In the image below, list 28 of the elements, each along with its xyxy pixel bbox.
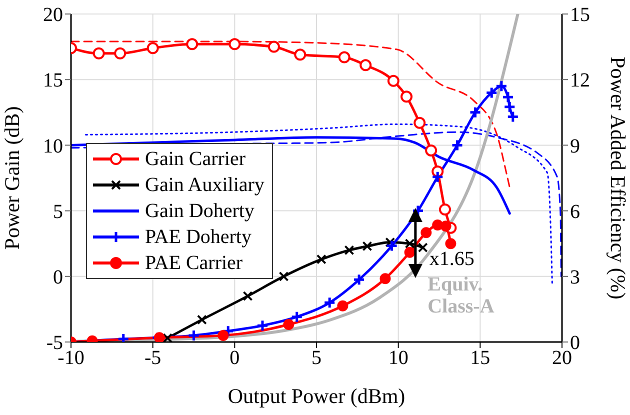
y2-tick-label: 12 xyxy=(570,70,590,92)
legend-label: PAE Carrier xyxy=(145,252,243,274)
legend-label: Gain Doherty xyxy=(145,200,254,222)
x-tick-label: 15 xyxy=(470,347,490,370)
y-tick-label: 20 xyxy=(43,4,63,26)
y2-axis-title: Power Added Efficiency (%) xyxy=(606,56,630,300)
y-tick-label: 0 xyxy=(53,266,63,288)
y2-tick-label: 3 xyxy=(570,266,580,288)
y2-tick-label: 9 xyxy=(570,135,580,158)
legend-label: PAE Doherty xyxy=(145,226,252,248)
x-tick-label: 5 xyxy=(312,347,322,370)
x-tick-label: 0 xyxy=(230,347,240,370)
x-tick-label: 20 xyxy=(552,347,572,370)
x-tick-label: -5 xyxy=(144,347,162,370)
y-tick-label: 5 xyxy=(53,200,63,223)
y-axis-title: Power Gain (dB) xyxy=(0,106,24,250)
legend-label: Gain Auxiliary xyxy=(145,174,264,196)
series-label: Equiv. Class-A xyxy=(428,274,495,318)
y2-tick-label: 15 xyxy=(570,4,590,26)
y2-tick-label: 6 xyxy=(570,200,580,223)
y-tick-label: -5 xyxy=(46,332,63,354)
x-tick-label: 10 xyxy=(388,347,408,370)
y-tick-label: 15 xyxy=(43,70,63,92)
annotation: x1.65 xyxy=(429,248,474,270)
y2-tick-label: 0 xyxy=(570,332,580,354)
y-tick-label: 10 xyxy=(43,135,63,158)
legend-label: Gain Carrier xyxy=(145,148,246,170)
x-axis-title: Output Power (dBm) xyxy=(228,384,406,408)
